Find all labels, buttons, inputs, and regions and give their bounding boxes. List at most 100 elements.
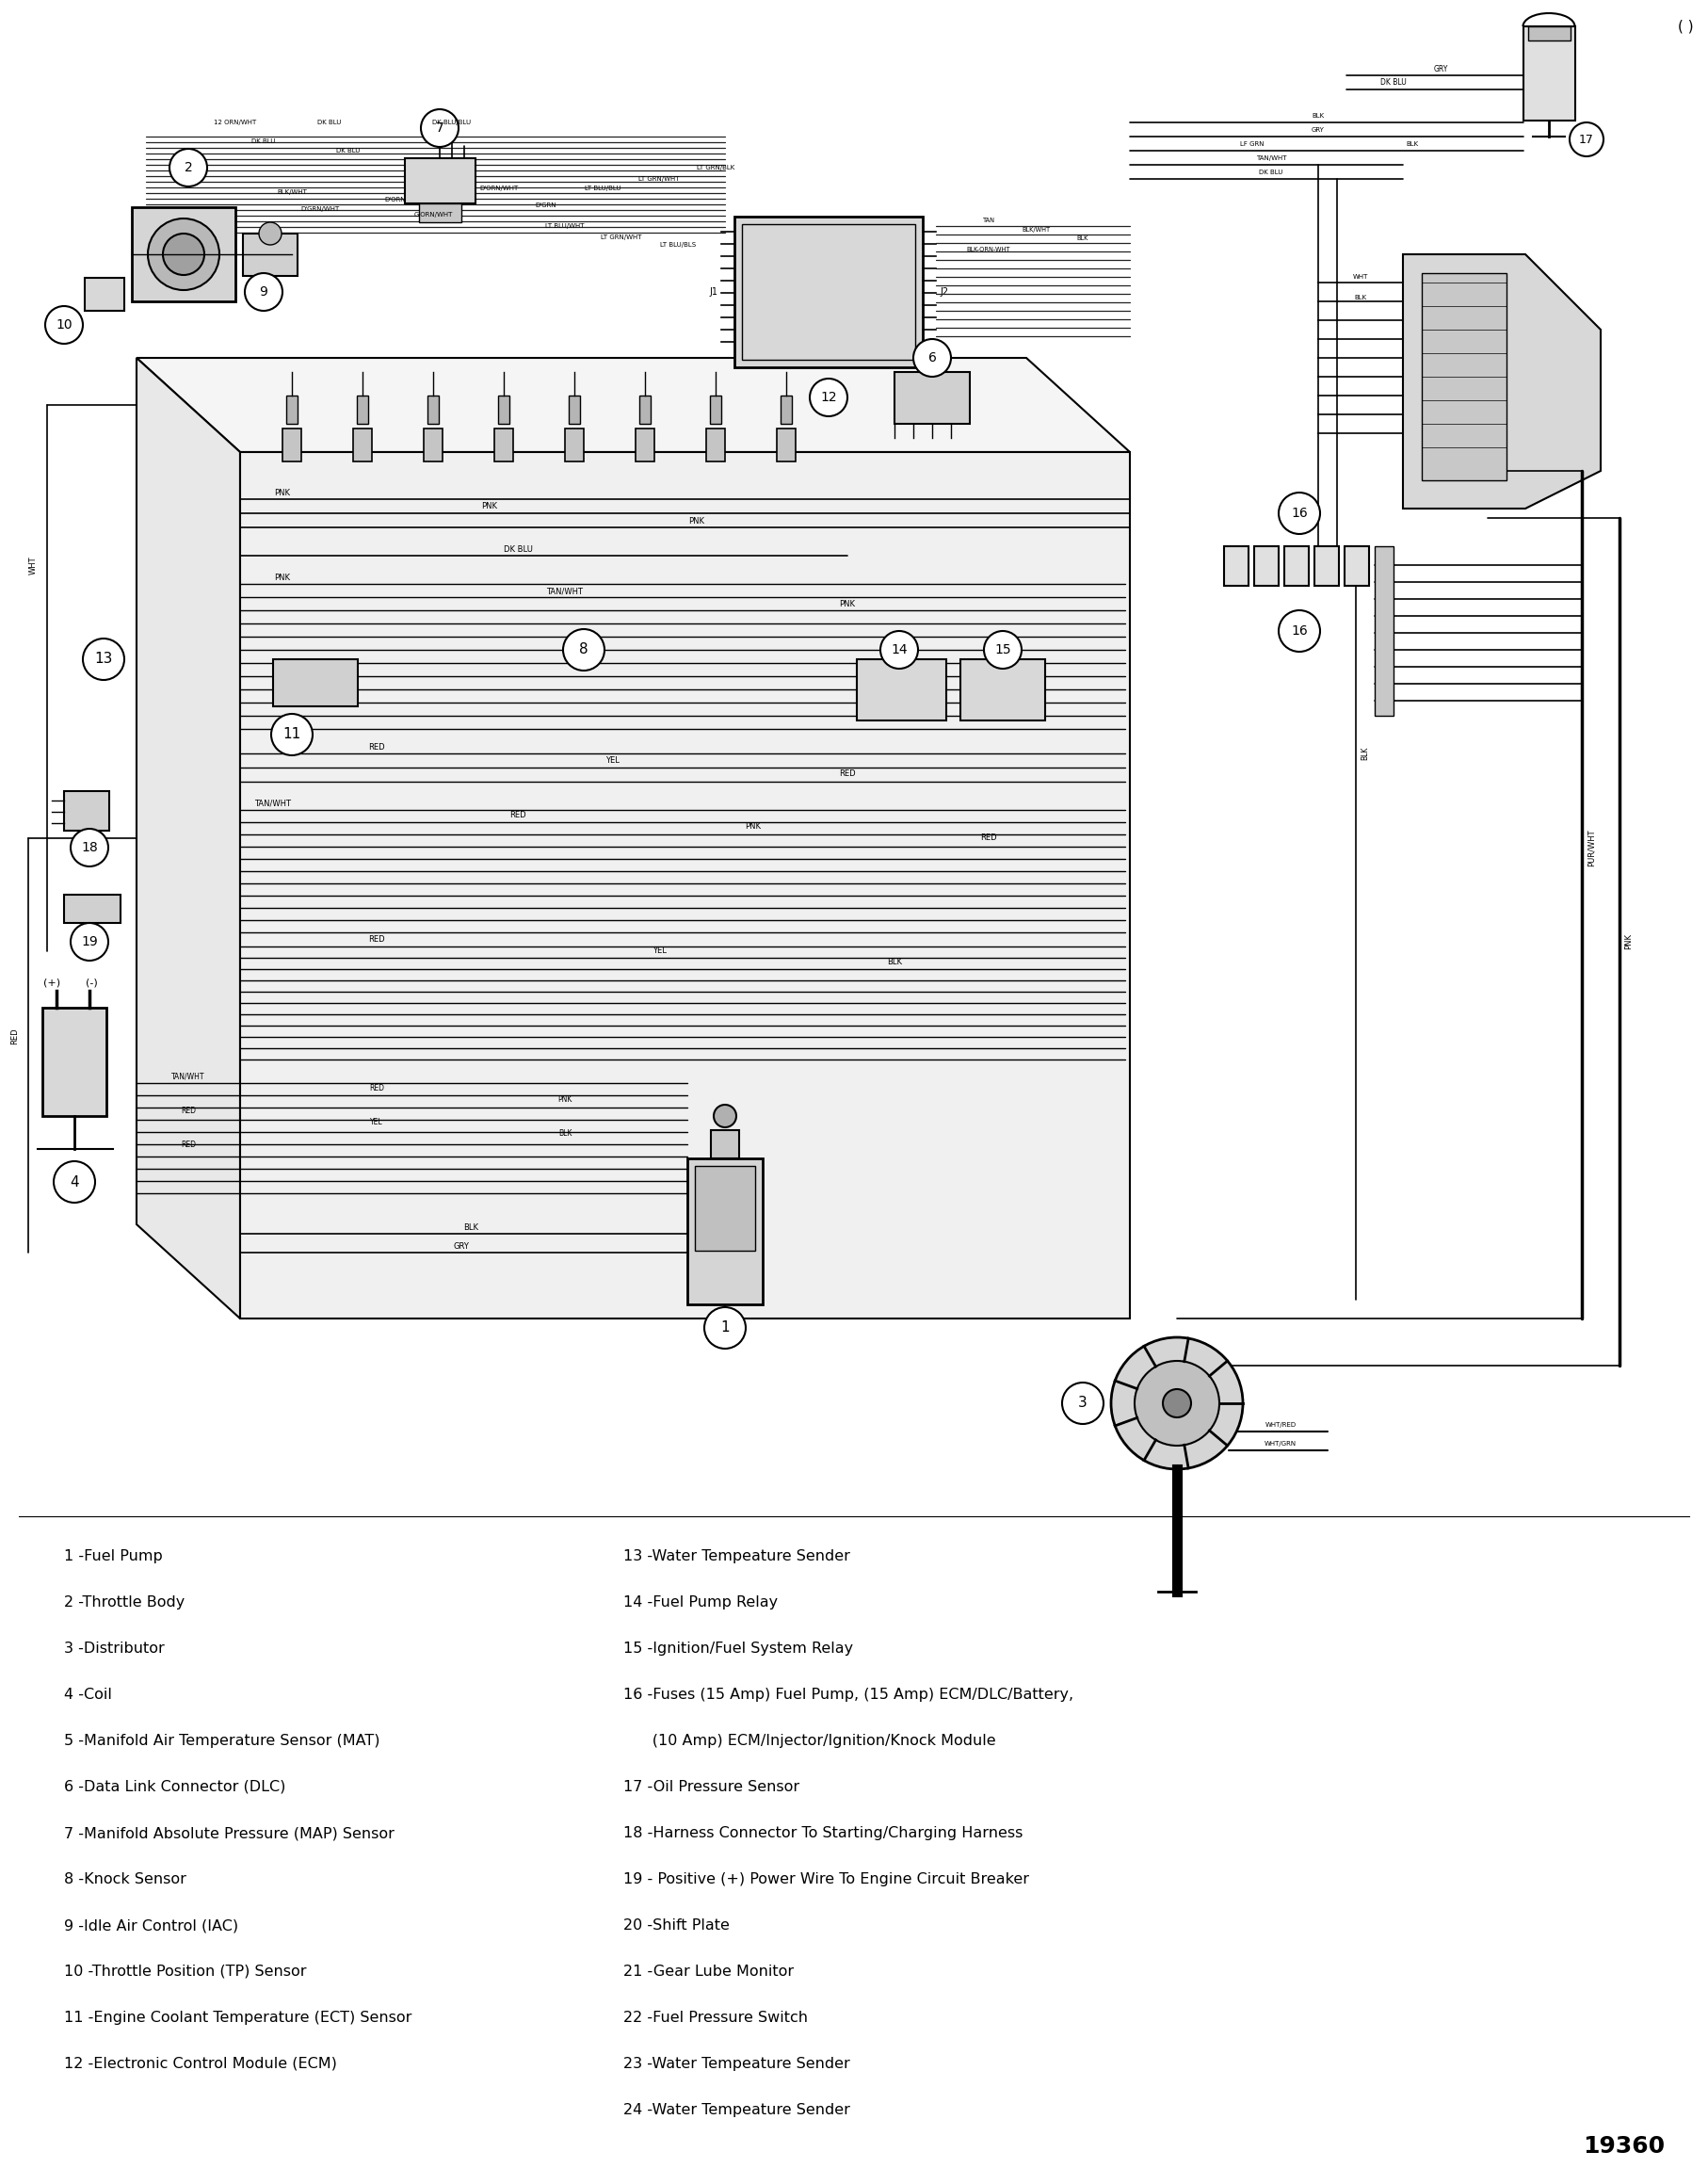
Bar [282, 428, 301, 461]
Text: (10 Amp) ECM/Injector/Ignition/Knock Module: (10 Amp) ECM/Injector/Ignition/Knock Mod… [623, 1734, 996, 1747]
Text: D'ORN/WHT: D'ORN/WHT [480, 186, 519, 192]
Text: LT BLU/WHT: LT BLU/WHT [545, 223, 584, 229]
Text: 19360: 19360 [1583, 2136, 1665, 2158]
Text: RED: RED [509, 810, 526, 819]
Bar [1421, 273, 1506, 480]
Bar [705, 428, 724, 461]
Text: BLK/WHT: BLK/WHT [277, 190, 307, 194]
Text: YEL: YEL [605, 756, 618, 764]
Circle shape [70, 828, 108, 867]
Text: 18: 18 [80, 841, 97, 854]
Text: D'GRN: D'GRN [536, 203, 557, 207]
Text: 23 -Water Tempeature Sender: 23 -Water Tempeature Sender [623, 2057, 851, 2070]
Text: 4 -Coil: 4 -Coil [63, 1688, 113, 1701]
Circle shape [272, 714, 313, 756]
Bar [85, 277, 125, 310]
Bar [1529, 26, 1571, 41]
Circle shape [1279, 609, 1320, 651]
Text: 20 -Shift Plate: 20 -Shift Plate [623, 1918, 729, 1933]
Text: RED: RED [369, 935, 384, 943]
Circle shape [984, 631, 1021, 668]
Text: LT GRN/BLK: LT GRN/BLK [697, 164, 734, 170]
Circle shape [169, 149, 207, 186]
Text: TAN: TAN [982, 218, 994, 223]
Circle shape [714, 1105, 736, 1127]
Text: 21 -Gear Lube Monitor: 21 -Gear Lube Monitor [623, 1966, 794, 1979]
Text: 18 -Harness Connector To Starting/Charging Harness: 18 -Harness Connector To Starting/Chargi… [623, 1826, 1023, 1841]
Text: LT BLU/BLU: LT BLU/BLU [584, 186, 620, 192]
Text: 10: 10 [56, 319, 72, 332]
Bar [43, 1007, 106, 1116]
Text: BLK: BLK [886, 959, 902, 968]
Text: DK BLU: DK BLU [251, 138, 275, 144]
Text: 13 -Water Tempeature Sender: 13 -Water Tempeature Sender [623, 1548, 851, 1564]
Text: BLK: BLK [1406, 142, 1419, 146]
Text: 16 -Fuses (15 Amp) Fuel Pump, (15 Amp) ECM/DLC/Battery,: 16 -Fuses (15 Amp) Fuel Pump, (15 Amp) E… [623, 1688, 1074, 1701]
Bar [781, 395, 793, 424]
Circle shape [1570, 122, 1604, 157]
Text: DK BLU/BLU: DK BLU/BLU [432, 120, 471, 124]
Text: GRY: GRY [1433, 66, 1448, 72]
Circle shape [914, 339, 951, 376]
Text: 7 -Manifold Absolute Pressure (MAP) Sensor: 7 -Manifold Absolute Pressure (MAP) Sens… [63, 1826, 395, 1841]
Bar [635, 428, 654, 461]
Circle shape [564, 629, 605, 670]
Text: PNK: PNK [688, 518, 705, 524]
Circle shape [420, 109, 458, 146]
Circle shape [1134, 1361, 1220, 1446]
Circle shape [704, 1308, 746, 1350]
Text: RED: RED [369, 743, 384, 751]
Text: 10 -Throttle Position (TP) Sensor: 10 -Throttle Position (TP) Sensor [63, 1966, 306, 1979]
Text: 15: 15 [994, 644, 1011, 657]
Circle shape [84, 638, 125, 679]
Circle shape [1110, 1337, 1243, 1470]
Text: TAN/WHT: TAN/WHT [171, 1072, 205, 1081]
Text: LT GRN/WHT: LT GRN/WHT [601, 234, 642, 240]
Text: 19 - Positive (+) Power Wire To Engine Circuit Breaker: 19 - Positive (+) Power Wire To Engine C… [623, 1872, 1030, 1887]
Text: TAN/WHT: TAN/WHT [254, 799, 292, 808]
Circle shape [162, 234, 205, 275]
Text: 2: 2 [184, 162, 193, 175]
Bar [424, 428, 442, 461]
Text: DK BLU: DK BLU [1380, 79, 1407, 87]
Bar [895, 371, 970, 424]
Bar [734, 216, 922, 367]
Bar [777, 428, 796, 461]
Bar [357, 395, 369, 424]
Text: 22 -Fuel Pressure Switch: 22 -Fuel Pressure Switch [623, 2011, 808, 2025]
Circle shape [260, 223, 282, 245]
Text: 11: 11 [284, 727, 301, 743]
Text: RED: RED [369, 1085, 384, 1092]
Circle shape [70, 924, 108, 961]
Text: BLK: BLK [1354, 295, 1366, 301]
Text: 4: 4 [70, 1175, 79, 1188]
Text: BLK: BLK [1312, 114, 1324, 118]
Text: 6 -Data Link Connector (DLC): 6 -Data Link Connector (DLC) [63, 1780, 285, 1793]
Text: WHT/RED: WHT/RED [1266, 1422, 1296, 1428]
Bar [1344, 546, 1370, 585]
Text: PUR/WHT: PUR/WHT [1587, 830, 1595, 867]
Text: 14 -Fuel Pump Relay: 14 -Fuel Pump Relay [623, 1594, 777, 1610]
Text: G'ORN/WHT: G'ORN/WHT [413, 212, 453, 218]
Polygon shape [241, 452, 1131, 1319]
Text: 6: 6 [927, 352, 936, 365]
Text: 3: 3 [1078, 1396, 1088, 1411]
Circle shape [1062, 1382, 1103, 1424]
Text: DK BLU: DK BLU [318, 120, 342, 124]
Bar [1315, 546, 1339, 585]
Circle shape [1279, 494, 1320, 535]
Text: WHT: WHT [29, 557, 38, 574]
Text: RED: RED [10, 1029, 19, 1044]
Text: 16: 16 [1291, 625, 1308, 638]
Bar [565, 428, 584, 461]
Text: 19: 19 [80, 935, 97, 948]
Circle shape [1163, 1389, 1190, 1417]
Text: BLK: BLK [1078, 236, 1088, 240]
Bar [499, 395, 509, 424]
Circle shape [244, 273, 282, 310]
Text: TAN/WHT: TAN/WHT [547, 587, 584, 596]
Text: 3 -Distributor: 3 -Distributor [63, 1642, 164, 1655]
Polygon shape [137, 358, 241, 1319]
Text: YEL: YEL [371, 1118, 383, 1127]
Text: (-): (-) [85, 978, 97, 987]
